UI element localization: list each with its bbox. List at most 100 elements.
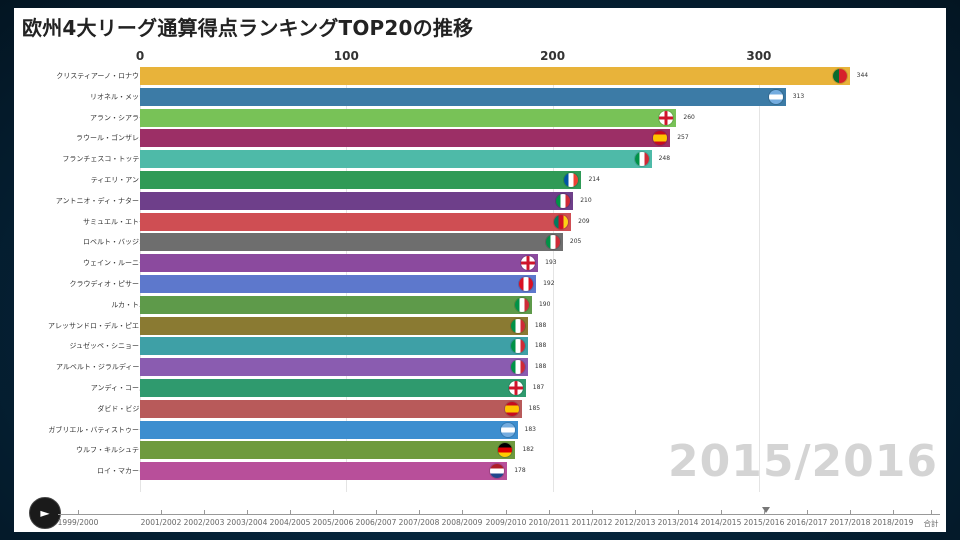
flag-fill bbox=[768, 89, 783, 104]
timeline-label[interactable]: 1999/2000 bbox=[57, 518, 99, 527]
flag-fill bbox=[490, 464, 505, 479]
timeline-label[interactable]: 2015/2016 bbox=[743, 518, 785, 527]
flag-fill bbox=[556, 193, 571, 208]
bar bbox=[140, 212, 572, 231]
italy-flag-icon bbox=[555, 192, 572, 209]
timeline-label[interactable]: 2018/2019 bbox=[872, 518, 914, 527]
italy-flag-icon bbox=[544, 234, 561, 251]
spain-flag-icon bbox=[652, 130, 669, 147]
england-flag-icon bbox=[520, 255, 537, 272]
timeline-label[interactable]: 2009/2010 bbox=[485, 518, 527, 527]
category-label: ウルフ・キルシュテン bbox=[76, 446, 146, 455]
peru-flag-icon bbox=[518, 276, 535, 292]
category-label: ラウール・ゴンザレス bbox=[76, 134, 146, 143]
value-label: 188 bbox=[534, 342, 547, 350]
timeline-tick bbox=[506, 510, 507, 515]
timeline-label[interactable]: 2003/2004 bbox=[226, 518, 268, 527]
timeline-tick bbox=[893, 510, 894, 515]
timeline-label[interactable]: 2017/2018 bbox=[829, 518, 871, 527]
value-label: 185 bbox=[528, 404, 541, 412]
timeline-marker[interactable] bbox=[762, 507, 770, 513]
timeline-tick bbox=[333, 510, 334, 515]
flag-fill bbox=[653, 131, 668, 146]
category-label: ロイ・マカーイ bbox=[97, 467, 146, 476]
timeline-tick bbox=[807, 510, 808, 515]
timeline-tick bbox=[850, 510, 851, 515]
timeline-label[interactable]: 2007/2008 bbox=[398, 518, 440, 527]
bar bbox=[140, 150, 652, 169]
timeline-label[interactable]: 2013/2014 bbox=[657, 518, 699, 527]
bar bbox=[140, 462, 508, 481]
category-label: アルベルト・ジラルディーノ bbox=[55, 363, 146, 372]
spain-flag-icon bbox=[503, 400, 520, 417]
timeline-label[interactable]: 2014/2015 bbox=[700, 518, 742, 527]
timeline-tick bbox=[376, 510, 377, 515]
italy-flag-icon bbox=[509, 338, 526, 355]
timeline-tick bbox=[247, 510, 248, 515]
bar bbox=[140, 316, 528, 335]
flag-fill bbox=[519, 277, 534, 291]
period-watermark: 2015/2016 bbox=[668, 436, 938, 487]
timeline-label[interactable]: 2010/2011 bbox=[528, 518, 570, 527]
value-label: 313 bbox=[792, 92, 805, 100]
flag-fill bbox=[832, 69, 847, 83]
timeline-tick bbox=[931, 510, 932, 515]
bar bbox=[140, 129, 671, 148]
bar bbox=[140, 67, 850, 85]
value-label: 209 bbox=[578, 217, 590, 225]
timeline-tick bbox=[204, 510, 205, 515]
italy-flag-icon bbox=[509, 359, 526, 376]
timeline-label[interactable]: 2005/2006 bbox=[312, 518, 354, 527]
category-label: ガブリエル・バティストゥータ bbox=[48, 425, 146, 434]
flag-fill bbox=[508, 381, 523, 395]
bar bbox=[140, 171, 582, 189]
category-label: ダビド・ビジャ bbox=[97, 404, 146, 413]
value-label: 344 bbox=[856, 72, 869, 79]
timeline-tick bbox=[290, 510, 291, 515]
timeline-label[interactable]: 2006/2007 bbox=[355, 518, 397, 527]
netherlands-flag-icon bbox=[489, 463, 506, 480]
value-label: 210 bbox=[580, 196, 592, 204]
timeline-tick bbox=[161, 510, 162, 515]
bar bbox=[140, 295, 532, 314]
play-button[interactable]: ► bbox=[29, 497, 61, 529]
timeline-track[interactable] bbox=[58, 514, 940, 515]
flag-fill bbox=[510, 360, 525, 375]
category-label: ティエリ・アンリ bbox=[90, 176, 146, 184]
timeline-label[interactable]: 合計 bbox=[923, 519, 939, 528]
x-tick-label: 100 bbox=[333, 49, 359, 63]
timeline-label[interactable]: 2011/2012 bbox=[571, 518, 613, 527]
timeline-label[interactable]: 2002/2003 bbox=[183, 518, 225, 527]
value-label: 182 bbox=[522, 446, 534, 454]
value-label: 214 bbox=[588, 176, 600, 183]
portugal-flag-icon bbox=[831, 68, 848, 84]
value-label: 183 bbox=[524, 425, 536, 433]
value-label: 188 bbox=[534, 363, 547, 371]
timeline-label[interactable]: 2012/2013 bbox=[614, 518, 656, 527]
gridline bbox=[552, 70, 554, 492]
italy-flag-icon bbox=[509, 317, 526, 334]
value-label: 190 bbox=[538, 300, 551, 308]
category-label: ジュゼッペ・シニョーリ bbox=[69, 342, 146, 351]
bar bbox=[140, 87, 786, 106]
flag-fill bbox=[659, 110, 674, 125]
flag-fill bbox=[504, 401, 519, 416]
flag-fill bbox=[510, 339, 525, 354]
category-label: クリスティアーノ・ロナウド bbox=[56, 72, 146, 80]
value-label: 248 bbox=[658, 155, 671, 163]
value-label: 257 bbox=[677, 134, 689, 142]
value-label: 187 bbox=[532, 384, 545, 391]
italy-flag-icon bbox=[633, 151, 650, 168]
england-flag-icon bbox=[507, 380, 524, 396]
category-label: アラン・シアラー bbox=[90, 113, 146, 122]
timeline-label[interactable]: 2008/2009 bbox=[441, 518, 483, 527]
timeline-label[interactable]: 2016/2017 bbox=[786, 518, 828, 527]
timeline-label[interactable]: 2004/2005 bbox=[269, 518, 311, 527]
timeline-label[interactable]: 2001/2002 bbox=[140, 518, 182, 527]
value-label: 178 bbox=[514, 467, 526, 475]
england-flag-icon bbox=[658, 109, 675, 126]
timeline-tick bbox=[678, 510, 679, 515]
timeline-tick bbox=[462, 510, 463, 515]
category-label: ロベルト・バッジオ bbox=[83, 238, 146, 247]
bar bbox=[140, 337, 528, 356]
